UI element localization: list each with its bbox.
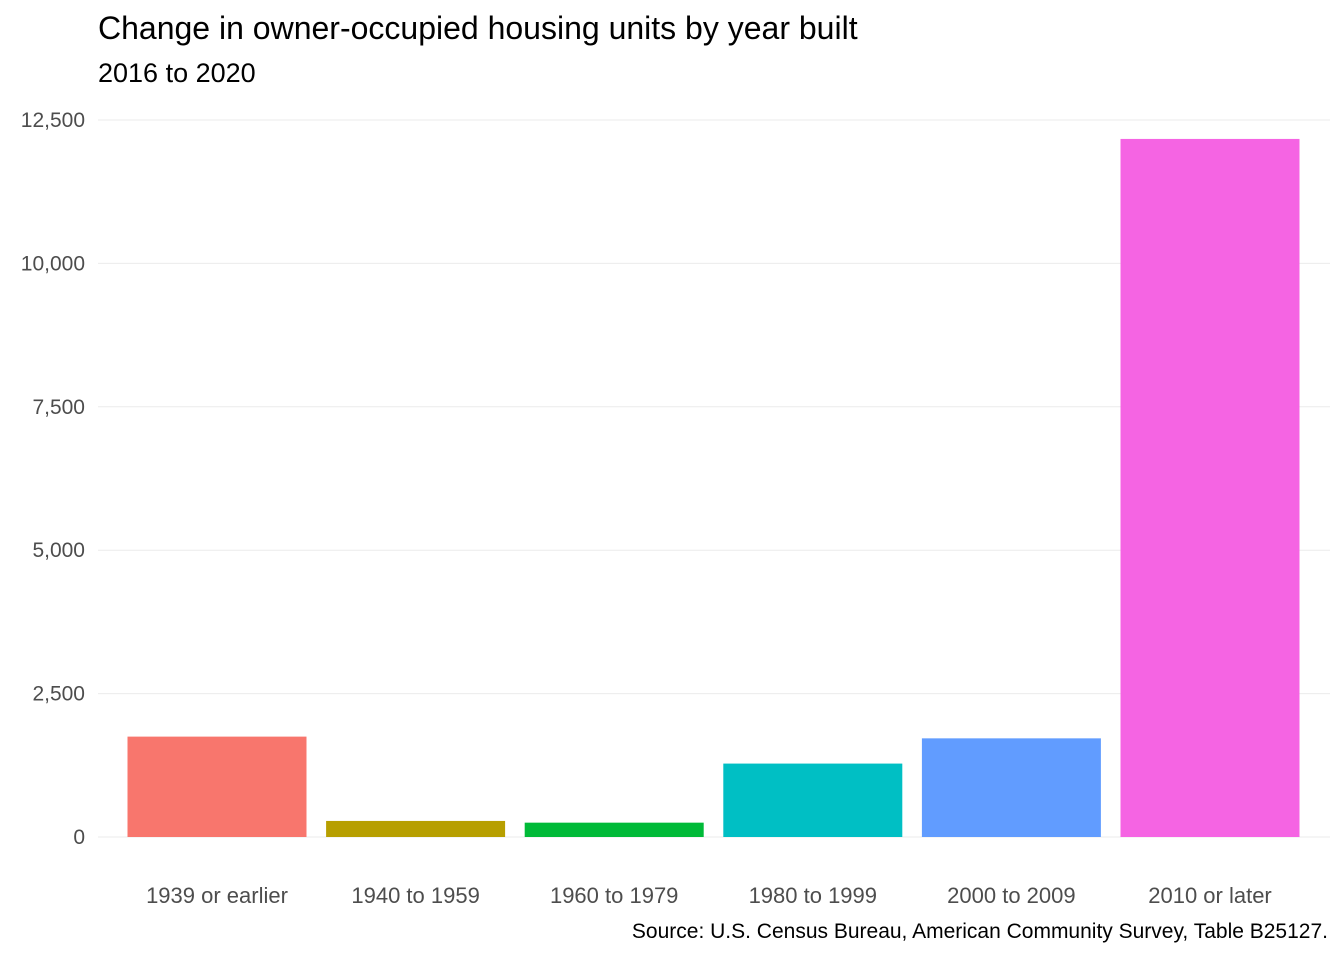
bars	[127, 138, 1300, 837]
y-tick-label: 10,000	[21, 252, 85, 275]
bar	[723, 763, 903, 837]
y-tick-label: 7,500	[32, 396, 85, 419]
y-tick-label: 5,000	[32, 539, 85, 562]
x-category-label: 2010 or later	[1148, 883, 1272, 908]
source-caption: Source: U.S. Census Bureau, American Com…	[631, 920, 1328, 943]
x-category-label: 1939 or earlier	[146, 883, 288, 908]
bar	[524, 822, 704, 837]
y-tick-label: 2,500	[32, 683, 85, 706]
x-category-label: 2000 to 2009	[947, 883, 1075, 908]
x-category-label: 1940 to 1959	[351, 883, 479, 908]
x-axis-labels: 1939 or earlier 1940 to 1959 1960 to 1979 1…	[146, 883, 1272, 908]
x-category-label: 1980 to 1999	[749, 883, 877, 908]
chart-title: Change in owner-occupied housing units b…	[98, 10, 858, 46]
y-axis-ticks: 0 2,500 5,000 7,500 10,000 12,500	[21, 109, 85, 849]
bar	[1120, 138, 1300, 837]
y-tick-label: 0	[73, 826, 85, 849]
bar	[921, 738, 1101, 837]
bar	[127, 736, 307, 837]
y-tick-label: 12,500	[21, 109, 85, 132]
x-category-label: 1960 to 1979	[550, 883, 678, 908]
bar	[326, 820, 506, 837]
chart-subtitle: 2016 to 2020	[98, 58, 256, 88]
